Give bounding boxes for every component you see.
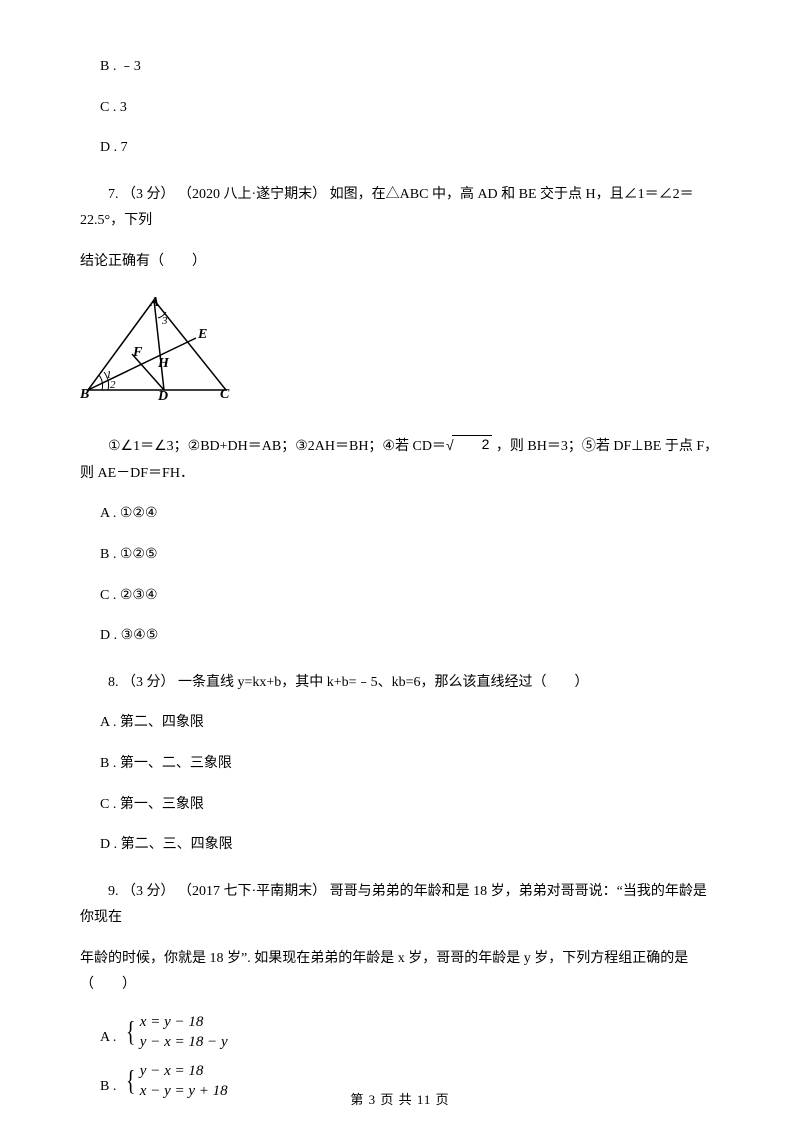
sqrt-icon: 2 [452,435,493,451]
q7-stmt-pre: ①∠1＝∠3；②BD+DH＝AB；③2AH＝BH；④若 CD＝ [108,439,446,454]
q9-b-eq1: y − x = 18 [140,1062,228,1082]
q7-stem-line1: 7. （3 分） （2020 八上·遂宁期末） 如图，在△ABC 中，高 AD … [80,182,720,235]
svg-text:F: F [132,345,143,360]
svg-text:3: 3 [161,315,168,327]
q7-triangle-figure: A B C D E F H 1 2 3 [80,294,720,413]
q8-option-a: A . 第二、四象限 [100,710,720,737]
svg-text:C: C [220,387,230,402]
q9-stem-line2: 年龄的时候，你就是 18 岁”. 如果现在弟弟的年龄是 x 岁，哥哥的年龄是 y… [80,946,720,999]
svg-text:2: 2 [110,379,116,391]
page-container: B . ﹣3 C . 3 D . 7 7. （3 分） （2020 八上·遂宁期… [0,0,800,1141]
brace-icon: { [126,1017,135,1049]
q9-option-a: A . { x = y − 18 y − x = 18 − y [100,1013,720,1052]
equation-system-icon: { x = y − 18 y − x = 18 − y [124,1013,227,1052]
page-footer: 第 3 页 共 11 页 [0,1088,800,1113]
q7-option-b: B . ①②⑤ [100,542,720,569]
q9-a-eq2: y − x = 18 − y [140,1033,228,1053]
q7-option-c: C . ②③④ [100,583,720,610]
q7-option-d: D . ③④⑤ [100,623,720,650]
q8-option-d: D . 第二、三、四象限 [100,832,720,859]
svg-text:E: E [197,327,207,342]
q8-option-b: B . 第一、二、三象限 [100,751,720,778]
svg-text:B: B [80,387,89,402]
prev-option-c: C . 3 [100,95,720,122]
q9-stem-line1: 9. （3 分） （2017 七下·平南期末） 哥哥与弟弟的年龄和是 18 岁，… [80,879,720,932]
svg-text:H: H [157,356,170,371]
svg-text:D: D [157,389,168,402]
q8-option-c: C . 第一、三象限 [100,792,720,819]
q9-a-eq1: x = y − 18 [140,1013,228,1033]
q7-option-a: A . ①②④ [100,501,720,528]
q7-statements: ①∠1＝∠3；②BD+DH＝AB；③2AH＝BH；④若 CD＝√2 ，则 BH＝… [80,432,720,487]
prev-option-d: D . 7 [100,135,720,162]
prev-option-b: B . ﹣3 [100,54,720,81]
q8-stem: 8. （3 分） 一条直线 y=kx+b，其中 k+b=﹣5、kb=6，那么该直… [80,670,720,697]
q7-stem-line2: 结论正确有（ ） [80,249,720,276]
triangle-svg-icon: A B C D E F H 1 2 3 [80,294,240,402]
q9-opt-a-label: A . [100,1025,116,1052]
svg-text:A: A [149,295,159,310]
